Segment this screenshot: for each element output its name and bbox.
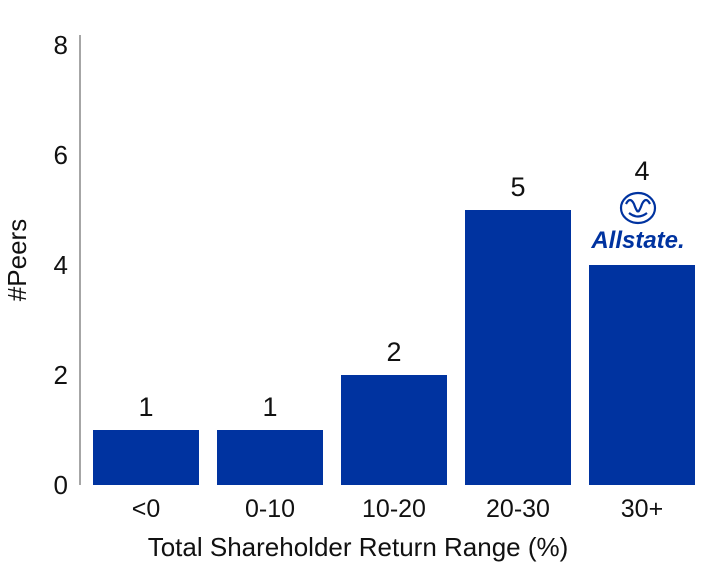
data-label: 1	[262, 392, 277, 422]
hands-icon	[619, 191, 657, 225]
bar	[341, 375, 447, 485]
x-tick-label: 30+	[621, 495, 663, 523]
data-labels: 1 1 2 5 4	[138, 156, 649, 422]
x-tick-labels: <0 0-10 10-20 20-30 30+	[132, 495, 663, 523]
y-tick-labels: 0 2 4 6 8	[54, 30, 68, 500]
bar	[589, 265, 695, 485]
data-label: 2	[386, 337, 401, 367]
x-tick-label: 0-10	[245, 495, 295, 523]
data-label: 1	[138, 392, 153, 422]
y-tick-label: 0	[54, 470, 68, 500]
x-tick-label: <0	[132, 495, 161, 523]
x-tick-label: 20-30	[486, 495, 550, 523]
x-axis-label: Total Shareholder Return Range (%)	[148, 532, 569, 562]
data-label: 4	[634, 156, 649, 186]
y-tick-label: 6	[54, 140, 68, 170]
y-axis-label: #Peers	[2, 219, 32, 301]
x-tick-label: 10-20	[362, 495, 426, 523]
bar	[465, 210, 571, 485]
allstate-logo: Allstate.	[590, 191, 685, 254]
data-label: 5	[510, 172, 525, 202]
y-tick-label: 8	[54, 30, 68, 60]
bars	[93, 210, 695, 485]
y-tick-label: 4	[54, 250, 68, 280]
allstate-wordmark: Allstate.	[590, 227, 684, 254]
y-tick-label: 2	[54, 360, 68, 390]
bar	[217, 430, 323, 485]
bar	[93, 430, 199, 485]
